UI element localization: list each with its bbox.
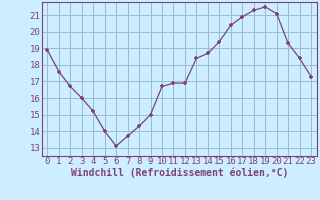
- X-axis label: Windchill (Refroidissement éolien,°C): Windchill (Refroidissement éolien,°C): [70, 168, 288, 178]
